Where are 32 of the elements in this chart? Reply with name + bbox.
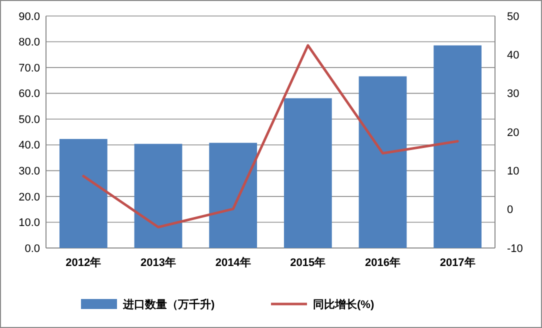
y2-tick-label: 30 [507,88,520,100]
bar [209,142,258,248]
legend-label: 进口数量（万千升) [122,298,215,311]
line-series [82,44,459,228]
y-tick-label: 50.0 [18,114,40,126]
bar [134,144,182,248]
y-tick-label: 60.0 [18,88,40,100]
bar [284,98,332,248]
y-tick-label: 30.0 [18,166,40,178]
y-tick-label: 90.0 [18,10,40,23]
y-tick-label: 20.0 [18,191,40,204]
y-tick-label: 80.0 [18,36,40,49]
y2-tick-label: 0 [507,204,514,216]
y-tick-label: 10.0 [18,217,40,230]
x-tick-label: 2017年 [440,256,476,269]
x-tick-label: 2013年 [140,256,176,269]
y-tick-label: 70.0 [18,62,40,74]
y2-tick-label: -10 [507,242,523,255]
legend-label: 同比增长(%) [313,298,374,311]
bar [59,138,108,248]
x-tick-label: 2014年 [215,256,251,269]
y2-tick-label: 20 [507,126,520,139]
x-tick-label: 2015年 [290,256,326,269]
bar [434,45,482,248]
bar [358,76,407,248]
y2-tick-label: 40 [507,50,520,62]
y-tick-label: 0.0 [24,242,40,255]
y2-tick-label: 50 [507,10,520,23]
y2-tick-label: 10 [507,166,520,178]
x-tick-label: 2012年 [66,256,102,269]
y-tick-label: 40.0 [18,140,40,152]
x-tick-label: 2016年 [365,256,400,269]
